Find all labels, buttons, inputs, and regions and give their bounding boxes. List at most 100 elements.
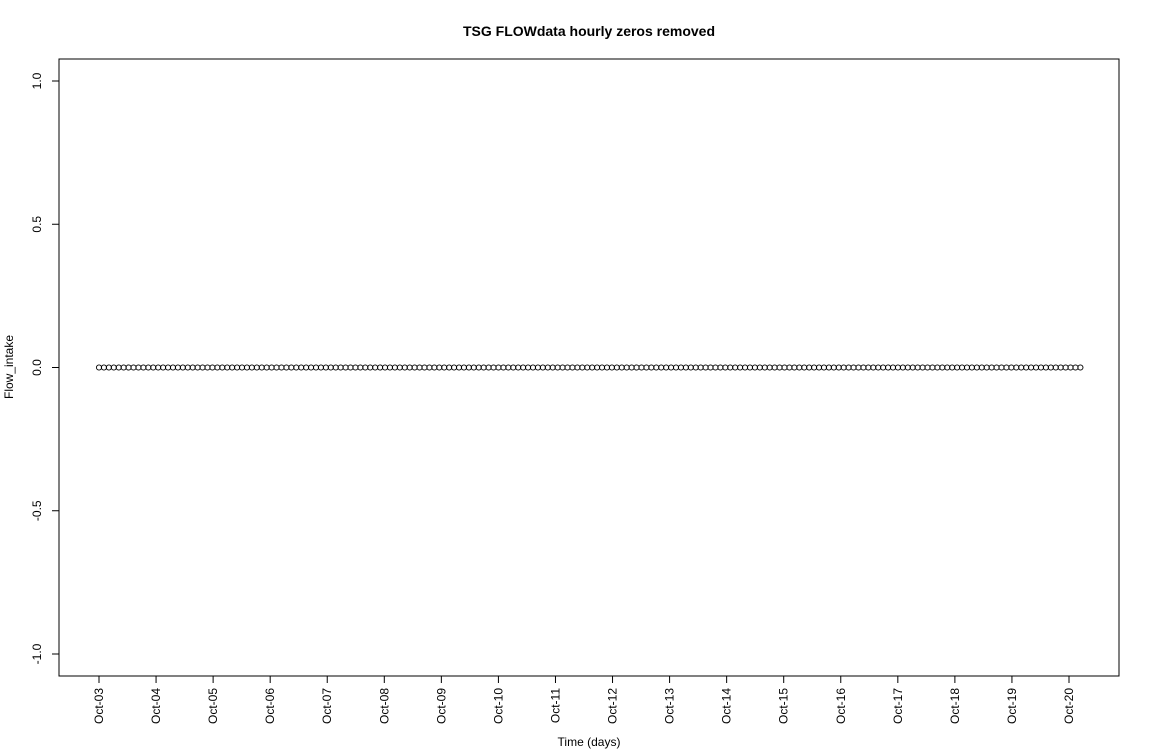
data-point xyxy=(224,364,231,371)
data-point xyxy=(347,364,354,371)
data-point xyxy=(628,364,635,371)
data-point xyxy=(411,364,418,371)
data-point xyxy=(194,364,201,371)
x-tick-label: Oct-10 xyxy=(491,688,505,724)
data-point xyxy=(1013,364,1020,371)
data-point xyxy=(677,364,684,371)
data-point xyxy=(894,364,901,371)
data-point xyxy=(973,364,980,371)
y-axis: -1.0 -0.5 0.0 0.5 1.0 xyxy=(30,72,59,664)
data-point xyxy=(988,364,995,371)
data-point xyxy=(446,364,453,371)
data-point xyxy=(1077,364,1084,371)
data-point xyxy=(337,364,344,371)
data-point xyxy=(199,364,206,371)
data-point xyxy=(623,364,630,371)
data-point xyxy=(100,364,107,371)
y-tick-label: -0.5 xyxy=(30,500,44,521)
data-point xyxy=(737,364,744,371)
data-point xyxy=(1062,364,1069,371)
data-point xyxy=(668,364,675,371)
data-point xyxy=(875,364,882,371)
data-point xyxy=(603,364,611,371)
data-point xyxy=(184,364,191,371)
data-point xyxy=(717,364,724,371)
data-point xyxy=(998,364,1005,371)
data-point xyxy=(164,364,172,371)
data-point xyxy=(919,364,926,371)
data-point xyxy=(880,364,887,371)
data-point xyxy=(357,364,364,371)
data-point xyxy=(529,364,537,371)
data-point xyxy=(1003,364,1010,371)
x-tick-label: Oct-11 xyxy=(548,688,562,723)
data-point xyxy=(589,364,596,371)
chart-title: TSG FLOWdata hourly zeros removed xyxy=(463,23,715,39)
data-point xyxy=(441,364,448,371)
data-point xyxy=(416,364,423,371)
data-point xyxy=(1037,364,1045,371)
data-point xyxy=(692,364,699,371)
x-tick-label: Oct-13 xyxy=(663,688,677,724)
data-point xyxy=(806,364,813,371)
data-point xyxy=(1067,364,1074,371)
data-point xyxy=(372,364,379,371)
data-point xyxy=(697,364,704,371)
data-point xyxy=(490,364,497,371)
data-point xyxy=(455,364,463,371)
x-tick-label: Oct-18 xyxy=(948,688,962,724)
x-tick-label: Oct-09 xyxy=(434,688,448,724)
data-point xyxy=(924,364,931,371)
data-point xyxy=(263,364,270,371)
data-point xyxy=(727,364,734,371)
y-tick-label: 0.5 xyxy=(30,216,44,233)
data-point xyxy=(500,364,507,371)
data-point xyxy=(248,364,255,371)
data-point xyxy=(554,364,561,371)
data-point xyxy=(949,364,956,371)
data-point xyxy=(648,364,655,371)
data-point xyxy=(722,364,729,371)
data-point xyxy=(460,364,468,371)
data-point xyxy=(638,364,645,371)
data-point xyxy=(1052,364,1059,371)
data-point xyxy=(421,364,428,371)
data-point xyxy=(120,364,127,371)
data-point xyxy=(796,364,803,371)
data-point xyxy=(391,364,398,371)
data-point xyxy=(781,364,788,371)
data-point xyxy=(574,364,581,371)
data-point xyxy=(983,364,990,371)
x-tick-label: Oct-07 xyxy=(320,688,334,724)
data-point xyxy=(367,364,374,371)
data-point xyxy=(312,364,320,371)
data-point xyxy=(865,364,872,371)
data-point xyxy=(327,364,334,371)
data-point xyxy=(820,364,828,371)
data-point xyxy=(105,364,112,371)
data-point xyxy=(234,364,241,371)
data-point xyxy=(579,364,586,371)
data-point xyxy=(761,364,768,371)
data-point xyxy=(352,364,359,371)
data-point xyxy=(968,364,975,371)
data-point xyxy=(1008,364,1015,371)
y-tick-label: -1.0 xyxy=(30,643,44,664)
data-point xyxy=(860,364,867,371)
data-point xyxy=(1018,364,1025,371)
data-point xyxy=(288,364,295,371)
data-point xyxy=(929,364,936,371)
data-point xyxy=(682,364,689,371)
data-point xyxy=(702,364,709,371)
x-tick-label: Oct-16 xyxy=(834,688,848,724)
data-point xyxy=(426,364,433,371)
data-point xyxy=(742,364,749,371)
data-point xyxy=(618,364,625,371)
data-point xyxy=(298,364,305,371)
data-point xyxy=(174,364,181,371)
data-point xyxy=(381,364,389,371)
x-tick-label: Oct-20 xyxy=(1062,688,1076,724)
data-point xyxy=(766,364,773,371)
data-point xyxy=(485,364,492,371)
